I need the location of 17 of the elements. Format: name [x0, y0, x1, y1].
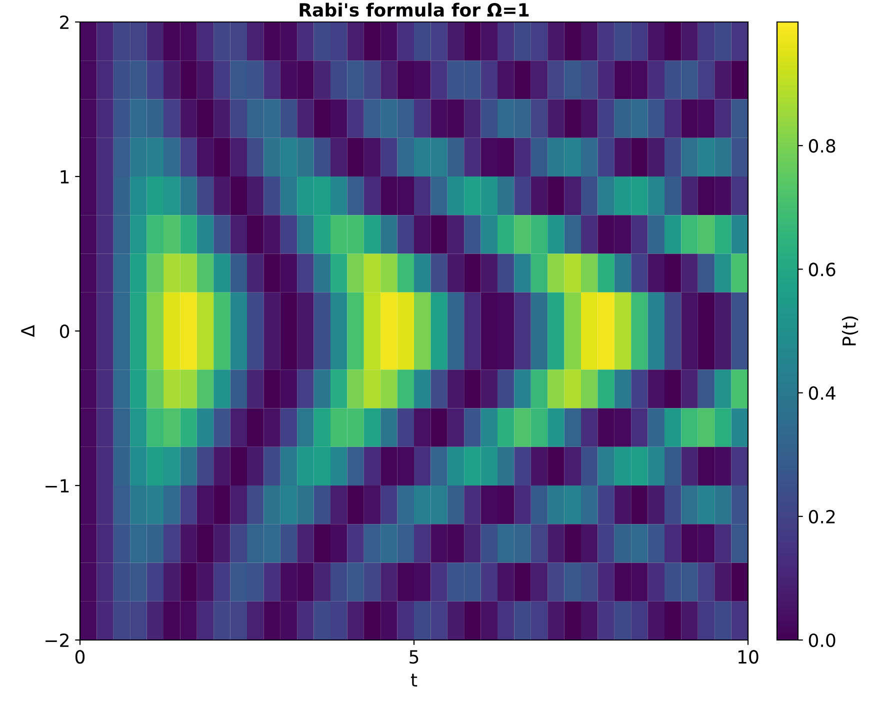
y-tick-label: 0 [60, 324, 70, 338]
color-bar-label: 0.8 [808, 139, 836, 153]
y-tick-label: 2 [60, 15, 68, 29]
color-bar-label: 0.6 [808, 262, 836, 276]
y-tick-label: −1 [46, 479, 69, 492]
color-bar-label: 0.0 [808, 633, 836, 648]
color-bar-label: 0.2 [808, 510, 835, 524]
chart-title: Rabi's formula for Ω=1 [300, 2, 529, 17]
y-axis-title: Δ [21, 324, 34, 338]
x-axis-title: t [410, 674, 418, 686]
x-tick-label: 0 [75, 650, 85, 664]
x-tick-label: 5 [410, 650, 418, 664]
x-tick-label: 10 [738, 650, 758, 664]
color-bar-label: 0.4 [808, 386, 836, 400]
y-tick-label: −2 [46, 633, 68, 647]
y-tick-label: 1 [60, 170, 69, 184]
color-bar-title: P(t) [842, 316, 858, 346]
